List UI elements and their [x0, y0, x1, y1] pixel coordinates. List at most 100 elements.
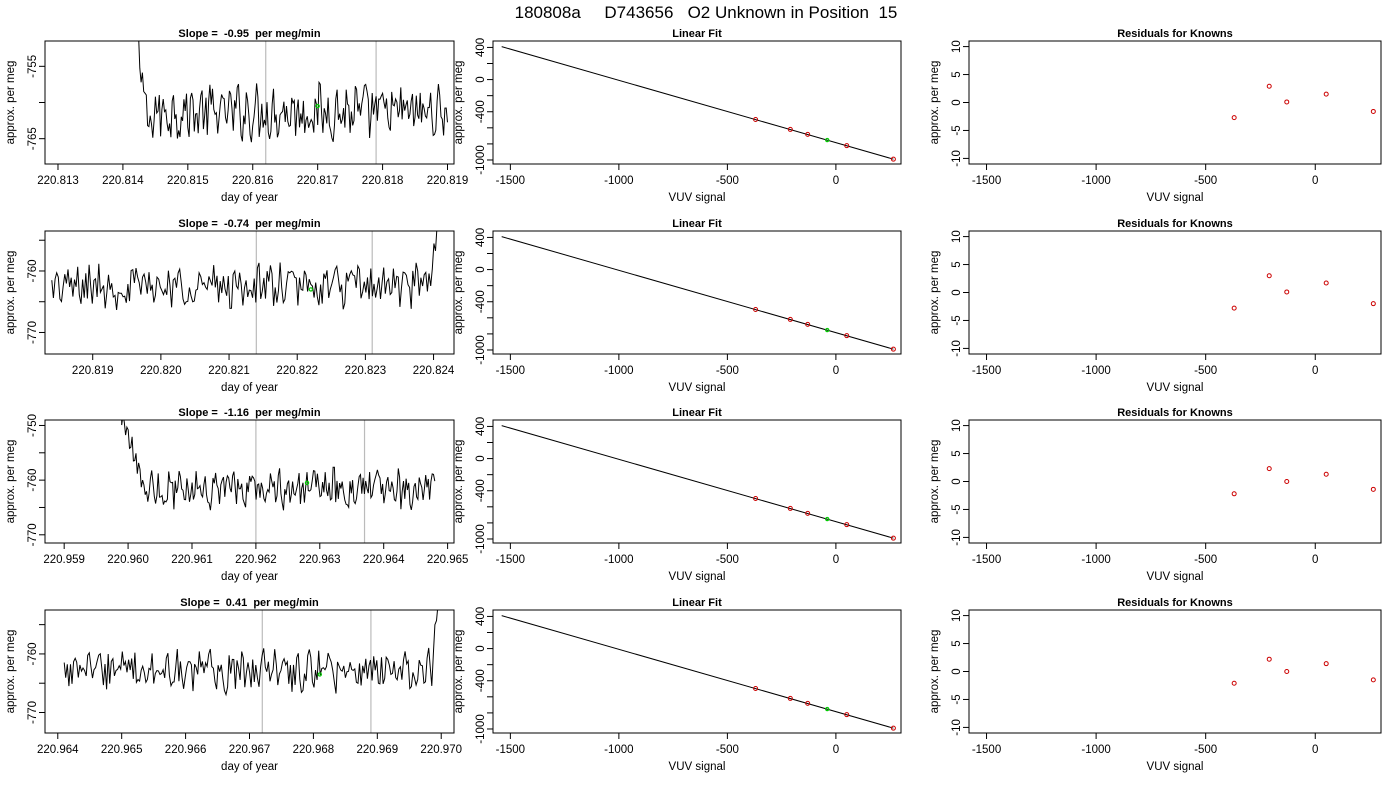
- y-tick-label: 400: [475, 38, 487, 57]
- x-tick-label: -1500: [496, 554, 525, 566]
- y-tick-label: -400: [475, 669, 487, 692]
- plot-frame: [44, 230, 455, 355]
- chart-panel-r1c1: Slope = -0.95 per meg/min 220.813 220.814 2…: [5, 28, 469, 204]
- x-axis-label: day of year: [221, 382, 278, 394]
- x-tick-label: 220.821: [208, 365, 250, 377]
- chart-panel-r2c3: Residuals for Knowns -1500 -1000 -500 0 10 5 0 -…: [929, 218, 1382, 394]
- panel-title: Linear Fit: [672, 218, 722, 230]
- unknown-point: [825, 516, 830, 522]
- x-tick-label: -1000: [1081, 744, 1110, 756]
- x-tick-label: -1500: [972, 365, 1001, 377]
- x-tick-label: 220.968: [293, 744, 335, 756]
- x-tick-label: -1000: [604, 175, 633, 187]
- y-tick-label: 400: [475, 228, 487, 247]
- known-point: [1284, 289, 1290, 295]
- panel-title: Slope = -1.16 per meg/min: [178, 407, 320, 419]
- known-point: [890, 346, 896, 352]
- y-axis-label: approx. per meg: [929, 61, 941, 145]
- chart-panel-r3c3: Residuals for Knowns -1500 -1000 -500 0 10 5 0 -…: [929, 407, 1382, 583]
- known-point: [890, 156, 896, 162]
- unknown-point: [825, 706, 830, 712]
- x-tick-label: 220.820: [140, 365, 182, 377]
- x-tick-label: 220.966: [165, 744, 207, 756]
- y-tick-label: 0: [951, 289, 963, 295]
- y-tick-label: -400: [475, 100, 487, 123]
- known-point: [1266, 466, 1272, 472]
- known-point: [1231, 305, 1237, 311]
- x-tick-label: -1000: [604, 365, 633, 377]
- x-tick-label: -1000: [1081, 365, 1110, 377]
- known-point: [844, 333, 850, 339]
- y-tick-label: 0: [475, 645, 487, 651]
- x-tick-label: 220.818: [362, 175, 404, 187]
- x-axis-label: VUV signal: [669, 382, 726, 394]
- y-tick-label: -1000: [475, 524, 487, 553]
- x-tick-label: 220.819: [72, 365, 114, 377]
- x-axis-label: day of year: [221, 192, 278, 204]
- known-point: [805, 321, 811, 327]
- fit-line: [501, 46, 894, 160]
- plot-area: [1231, 466, 1376, 497]
- x-tick-label: -500: [1194, 175, 1217, 187]
- known-point: [1231, 491, 1237, 497]
- panel-title: Residuals for Knowns: [1117, 597, 1233, 609]
- y-tick-label: 0: [951, 99, 963, 105]
- panel-title: Slope = 0.41 per meg/min: [180, 597, 319, 609]
- x-axis-label: VUV signal: [669, 761, 726, 773]
- y-tick-label: -770: [27, 321, 39, 344]
- y-axis-label: approx. per meg: [5, 251, 17, 335]
- y-tick-label: 400: [475, 417, 487, 436]
- y-axis-label: approx. per meg: [5, 61, 17, 145]
- plot-frame: [968, 40, 1382, 165]
- y-tick-label: 400: [475, 607, 487, 626]
- known-point: [1231, 115, 1237, 121]
- y-tick-label: -10: [951, 340, 963, 357]
- x-tick-label: 0: [833, 554, 839, 566]
- chart-panel-r2c2: Linear Fit -1500 -1000 -500 0 400 0 -400 -1000 VU…: [453, 218, 902, 394]
- plot-area: [51, 231, 438, 354]
- x-tick-label: -500: [716, 744, 739, 756]
- x-tick-label: -1000: [1081, 175, 1110, 187]
- x-tick-label: 220.960: [107, 554, 149, 566]
- x-tick-label: 220.970: [420, 744, 462, 756]
- fit-line: [501, 425, 894, 539]
- plot-frame: [492, 609, 902, 734]
- known-point: [1323, 471, 1329, 477]
- known-point: [1231, 680, 1237, 686]
- plot-area: [501, 236, 896, 352]
- y-axis-label: approx. per meg: [5, 630, 17, 714]
- y-tick-label: -5: [951, 315, 963, 325]
- y-tick-label: 5: [951, 640, 963, 646]
- chart-panel-r4c1: Slope = 0.41 per meg/min 220.964 220.965 22…: [5, 597, 462, 773]
- unknown-point: [825, 327, 830, 333]
- series-line: [138, 41, 448, 143]
- fit-line: [501, 236, 894, 350]
- known-point: [890, 535, 896, 541]
- panel-title: Residuals for Knowns: [1117, 28, 1233, 40]
- plot-area: [501, 46, 896, 162]
- chart-panel-r1c2: Linear Fit -1500 -1000 -500 0 400 0 -400 -1000 VU…: [453, 28, 902, 204]
- x-axis-label: VUV signal: [1147, 192, 1204, 204]
- x-tick-label: -1000: [604, 554, 633, 566]
- x-tick-label: -500: [716, 554, 739, 566]
- known-point: [805, 131, 811, 137]
- plot-area: [1231, 656, 1376, 686]
- y-tick-label: -1000: [475, 145, 487, 174]
- y-tick-label: 0: [475, 455, 487, 461]
- known-point: [1370, 301, 1376, 307]
- y-tick-label: -1000: [475, 714, 487, 743]
- x-tick-label: 220.819: [427, 175, 469, 187]
- panel-title: Slope = -0.74 per meg/min: [178, 218, 320, 230]
- x-tick-label: -500: [1194, 365, 1217, 377]
- known-point: [1284, 479, 1290, 484]
- x-tick-label: 220.961: [171, 554, 213, 566]
- y-tick-label: 5: [951, 450, 963, 456]
- x-tick-label: -1500: [972, 554, 1001, 566]
- x-axis-label: VUV signal: [1147, 761, 1204, 773]
- x-tick-label: 220.822: [276, 365, 318, 377]
- x-tick-label: 220.962: [235, 554, 277, 566]
- y-tick-label: 0: [951, 668, 963, 674]
- y-tick-label: -10: [951, 529, 963, 546]
- known-point: [890, 725, 896, 731]
- y-tick-label: -5: [951, 504, 963, 514]
